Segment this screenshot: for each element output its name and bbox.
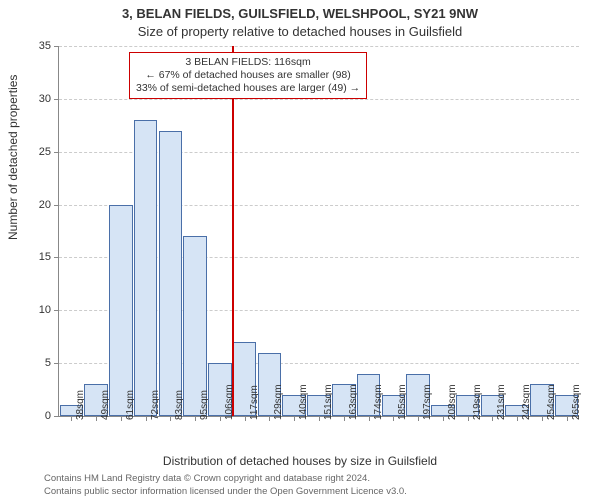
x-axis-label: Distribution of detached houses by size … — [0, 454, 600, 468]
xtick-mark — [220, 416, 221, 421]
ytick-label: 15 — [39, 251, 51, 263]
xtick-mark — [294, 416, 295, 421]
xtick-mark — [393, 416, 394, 421]
xtick-label: 265sqm — [571, 384, 582, 420]
xtick-mark — [245, 416, 246, 421]
annot-line-2: ← 67% of detached houses are smaller (98… — [136, 69, 360, 82]
xtick-mark — [492, 416, 493, 421]
property-marker-line — [232, 46, 234, 416]
chart-title-main: 3, BELAN FIELDS, GUILSFIELD, WELSHPOOL, … — [0, 6, 600, 21]
ytick-mark — [54, 257, 59, 258]
ytick-label: 30 — [39, 93, 51, 105]
footer-line-2: Contains public sector information licen… — [44, 486, 407, 498]
ytick-mark — [54, 310, 59, 311]
xtick-mark — [146, 416, 147, 421]
ytick-mark — [54, 152, 59, 153]
xtick-mark — [71, 416, 72, 421]
xtick-mark — [96, 416, 97, 421]
ytick-label: 10 — [39, 304, 51, 316]
xtick-mark — [468, 416, 469, 421]
y-axis-label: Number of detached properties — [6, 75, 20, 240]
histogram-bar — [134, 120, 158, 416]
xtick-mark — [443, 416, 444, 421]
xtick-mark — [195, 416, 196, 421]
histogram-plot: 0510152025303538sqm49sqm61sqm72sqm83sqm9… — [58, 46, 579, 417]
ytick-label: 5 — [45, 357, 51, 369]
ytick-mark — [54, 363, 59, 364]
ytick-label: 25 — [39, 146, 51, 158]
xtick-mark — [369, 416, 370, 421]
ytick-mark — [54, 205, 59, 206]
ytick-label: 35 — [39, 40, 51, 52]
gridline — [59, 46, 579, 47]
footer-credits: Contains HM Land Registry data © Crown c… — [44, 473, 407, 498]
xtick-mark — [344, 416, 345, 421]
histogram-bar — [109, 205, 133, 416]
xtick-mark — [542, 416, 543, 421]
ytick-label: 0 — [45, 410, 51, 422]
footer-line-1: Contains HM Land Registry data © Crown c… — [44, 473, 407, 485]
histogram-bar — [159, 131, 183, 416]
xtick-mark — [269, 416, 270, 421]
ytick-mark — [54, 46, 59, 47]
xtick-mark — [567, 416, 568, 421]
ytick-mark — [54, 416, 59, 417]
annot-line-1: 3 BELAN FIELDS: 116sqm — [136, 56, 360, 69]
chart-title-sub: Size of property relative to detached ho… — [0, 24, 600, 39]
annot-line-3: 33% of semi-detached houses are larger (… — [136, 82, 360, 95]
xtick-mark — [517, 416, 518, 421]
xtick-mark — [170, 416, 171, 421]
xtick-mark — [319, 416, 320, 421]
ytick-mark — [54, 99, 59, 100]
ytick-label: 20 — [39, 199, 51, 211]
xtick-mark — [418, 416, 419, 421]
xtick-mark — [121, 416, 122, 421]
property-annotation: 3 BELAN FIELDS: 116sqm← 67% of detached … — [129, 52, 367, 99]
